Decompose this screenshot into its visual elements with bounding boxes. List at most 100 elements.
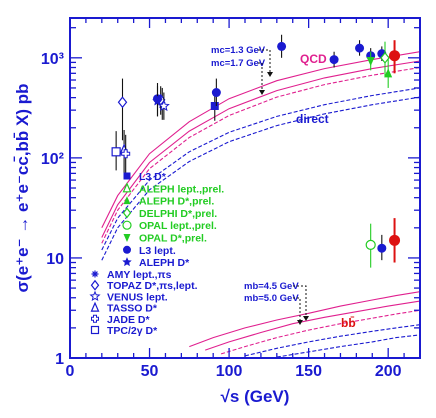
qcd-label: QCD bbox=[300, 52, 327, 66]
ticks-layer bbox=[69, 18, 421, 359]
legend-entry: OPAL lept.,prel. bbox=[122, 220, 217, 232]
marker-circle bbox=[329, 55, 339, 65]
mb-upper-label: mb=4.5 GeV bbox=[244, 281, 299, 292]
legend-entry: TASSO D* bbox=[90, 301, 158, 315]
marker-circle bbox=[377, 243, 387, 253]
x-tick-label: 150 bbox=[295, 363, 322, 380]
data-point bbox=[121, 134, 131, 174]
legend-entry: AMY lept.,πs bbox=[91, 269, 172, 281]
legend-label: OPAL lept.,prel. bbox=[139, 220, 217, 232]
legend-label: VENUS lept. bbox=[107, 291, 168, 303]
legend-label: ALEPH lept.,prel. bbox=[139, 183, 224, 195]
legend-label: DELPHI D*,prel. bbox=[139, 208, 217, 220]
legend-entry: DELPHI D*,prel. bbox=[122, 207, 217, 220]
legend-label: ALEPH D*,prel. bbox=[139, 196, 214, 208]
marker-triangle-down bbox=[123, 234, 131, 242]
mc-upper-label: mc=1.3 GeV bbox=[211, 45, 266, 56]
mb-lower-label: mb=5.0 GeV bbox=[244, 293, 299, 304]
legend-entry: L3 D* bbox=[123, 171, 167, 183]
marker-circle bbox=[277, 41, 287, 51]
marker-open-diamond bbox=[90, 279, 100, 291]
mb-arrows bbox=[297, 316, 309, 325]
marker-asterisk bbox=[91, 270, 99, 278]
marker-open-square bbox=[111, 147, 121, 157]
data-point bbox=[389, 40, 401, 74]
y-axis-title: σ(e⁺e⁻ → e⁺e⁻cc̄,bb̄ X) pb bbox=[13, 83, 32, 292]
marker-open-cross bbox=[121, 149, 131, 159]
data-point bbox=[117, 78, 128, 141]
legend-entry: ALEPH D* bbox=[122, 256, 190, 269]
marker-circle bbox=[389, 50, 401, 62]
tick-labels-layer: 0 50 100 150 200 1 10 10² 10³ bbox=[41, 51, 402, 380]
legend-entry: ALEPH lept.,prel. bbox=[122, 182, 224, 195]
data-point bbox=[355, 40, 365, 56]
legend-label: L3 D* bbox=[139, 171, 167, 183]
points-layer bbox=[111, 34, 401, 268]
data-point bbox=[389, 218, 401, 263]
y-tick-label: 1 bbox=[55, 351, 64, 368]
legend-label: TOPAZ D*,πs,lept. bbox=[107, 280, 198, 292]
marker-open-diamond bbox=[380, 51, 390, 64]
x-tick-label: 0 bbox=[66, 363, 75, 380]
legend-label: TASSO D* bbox=[107, 303, 158, 315]
legend-entry: TOPAZ D*,πs,lept. bbox=[90, 279, 198, 292]
curve-cc-2 bbox=[101, 66, 420, 244]
marker-triangle-down bbox=[366, 56, 375, 66]
marker-circle bbox=[123, 245, 131, 254]
marker-circle bbox=[211, 88, 221, 98]
bb-label: bb̄ bbox=[341, 316, 356, 330]
marker-open-star bbox=[89, 290, 101, 302]
legend-label: JADE D* bbox=[107, 314, 151, 326]
curve-bb-7 bbox=[220, 309, 420, 355]
marker-triangle-up bbox=[123, 196, 131, 205]
mb-bracket bbox=[293, 285, 307, 320]
marker-open-diamond bbox=[117, 96, 128, 109]
legend-entry: OPAL D*,prel. bbox=[123, 233, 207, 245]
x-tick-label: 100 bbox=[216, 363, 243, 380]
x-axis-title: √s (GeV) bbox=[221, 387, 290, 406]
data-point bbox=[365, 223, 376, 268]
legend-label: AMY lept.,πs bbox=[107, 269, 172, 281]
mc-bracket bbox=[258, 49, 271, 90]
data-point bbox=[152, 86, 163, 117]
data-point bbox=[329, 51, 339, 68]
curve-cc-0 bbox=[101, 51, 420, 229]
marker-triangle-up bbox=[384, 68, 393, 78]
data-point bbox=[211, 78, 221, 106]
legend-entry: TPC/2γ D* bbox=[90, 325, 158, 337]
data-point bbox=[380, 41, 390, 77]
marker-star bbox=[152, 95, 163, 106]
marker-circle bbox=[355, 43, 365, 53]
mc-lower-label: mc=1.7 GeV bbox=[211, 58, 266, 69]
curve-bb-6 bbox=[205, 300, 420, 351]
marker-open-circle bbox=[122, 220, 132, 230]
y-tick-label: 10 bbox=[46, 251, 64, 268]
data-point bbox=[210, 92, 219, 121]
marker-square bbox=[123, 172, 131, 180]
legend-entry: VENUS lept. bbox=[89, 290, 168, 303]
data-point bbox=[366, 51, 375, 71]
data-point bbox=[384, 58, 393, 88]
legend-top: L3 D*ALEPH lept.,prel.ALEPH D*,prel.DELP… bbox=[122, 171, 224, 269]
marker-open-square bbox=[90, 325, 100, 335]
legend-label: ALEPH D* bbox=[139, 257, 190, 269]
mc-arrows bbox=[259, 72, 273, 95]
direct-label: direct bbox=[296, 112, 329, 126]
marker-open-circle bbox=[365, 239, 376, 250]
legend-entry: ALEPH D*,prel. bbox=[123, 196, 214, 208]
legend-entry: L3 lept. bbox=[123, 245, 176, 257]
marker-circle bbox=[389, 234, 401, 246]
legend-label: TPC/2γ D* bbox=[107, 325, 158, 337]
x-tick-label: 50 bbox=[141, 363, 159, 380]
data-point bbox=[377, 234, 387, 261]
marker-open-diamond bbox=[122, 207, 132, 219]
curve-bb-9 bbox=[276, 334, 420, 358]
data-point bbox=[111, 131, 121, 171]
marker-square bbox=[210, 101, 219, 110]
y-tick-label: 10² bbox=[41, 151, 64, 168]
legend-entry: JADE D* bbox=[91, 314, 151, 326]
x-tick-label: 200 bbox=[375, 363, 402, 380]
